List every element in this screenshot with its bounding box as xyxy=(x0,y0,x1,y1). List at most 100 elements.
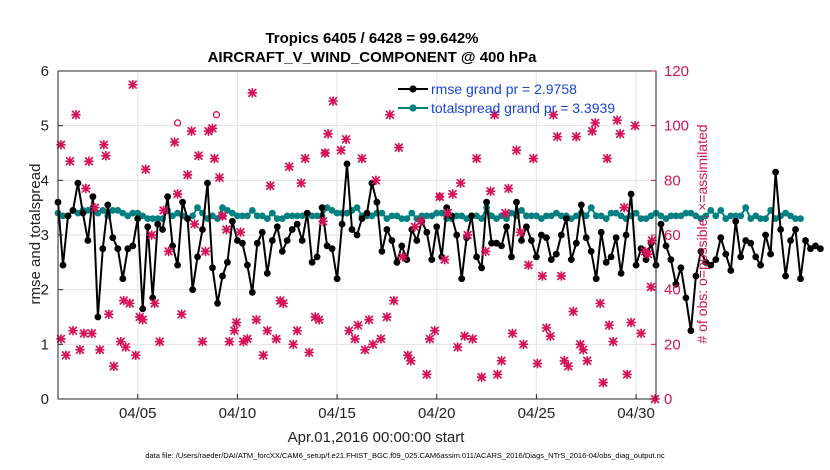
rmse-point xyxy=(134,215,142,223)
totalspread-point xyxy=(712,212,720,220)
obs-assimilated-marker xyxy=(615,129,625,139)
obs-assimilated-marker xyxy=(207,123,218,134)
obs-assimilated-marker xyxy=(500,208,511,218)
rmse-point xyxy=(194,253,201,261)
obs-assimilated-marker xyxy=(284,161,295,172)
obs-assimilated-marker xyxy=(622,369,632,380)
x-tick-label: 04/10 xyxy=(219,405,257,422)
totalspread-point xyxy=(597,212,605,220)
obs-assimilated-marker xyxy=(251,314,262,325)
rmse-point xyxy=(792,226,799,233)
obs-count-series xyxy=(56,79,660,404)
obs-assimilated-marker xyxy=(643,249,653,259)
rmse-point xyxy=(767,250,774,258)
totalspread-point xyxy=(333,209,341,217)
totalspread-point xyxy=(797,215,804,223)
obs-assimilated-marker xyxy=(56,334,66,344)
totalspread-point xyxy=(463,215,470,223)
totalspread-point xyxy=(298,212,306,220)
totalspread-point xyxy=(129,209,137,217)
totalspread-point xyxy=(607,209,615,217)
rmse-point xyxy=(413,237,421,244)
rmse-point xyxy=(84,237,92,244)
totalspread-point xyxy=(592,212,600,220)
totalspread-point xyxy=(114,207,122,214)
rmse-point xyxy=(617,269,625,277)
obs-assimilated-marker xyxy=(429,325,440,336)
rmse-point xyxy=(89,193,97,201)
x-axis-label: Apr.01,2016 00:00:00 start xyxy=(288,429,466,446)
obs-assimilated-marker xyxy=(172,189,183,199)
totalspread-point xyxy=(328,207,336,214)
obs-assimilated-marker xyxy=(528,153,539,164)
obs-assimilated-marker xyxy=(318,216,328,227)
rmse-point xyxy=(503,223,510,231)
rmse-point xyxy=(388,237,396,244)
rmse-point xyxy=(448,212,456,220)
obs-assimilated-marker xyxy=(288,339,299,350)
axis-ticks: 04/05 04/10 04/15 04/20 04/25 04/300123456020… xyxy=(41,63,689,422)
rmse-point xyxy=(757,261,764,269)
obs-assimilated-marker xyxy=(409,221,420,232)
rmse-point xyxy=(622,231,630,239)
obs-assimilated-marker xyxy=(608,336,618,347)
rmse-point xyxy=(508,253,515,261)
rmse-point xyxy=(433,223,441,231)
obs-assimilated-marker xyxy=(56,139,66,150)
x-tick-label: 04/30 xyxy=(617,405,655,422)
obs-assimilated-marker xyxy=(189,219,200,229)
obs-assimilated-marker xyxy=(575,339,586,350)
legend-rmse-label: rmse grand pr = 2.9758 xyxy=(431,81,577,97)
rmse-point xyxy=(343,160,351,168)
obs-assimilated-marker xyxy=(459,331,470,341)
obs-assimilated-marker xyxy=(95,344,105,355)
rmse-point xyxy=(722,250,730,258)
obs-assimilated-marker xyxy=(75,344,85,355)
obs-assimilated-marker xyxy=(582,355,593,366)
totalspread-point xyxy=(403,215,411,223)
rmse-point xyxy=(293,220,301,228)
obs-assimilated-marker xyxy=(200,246,211,257)
obs-assimilated-marker xyxy=(169,137,180,147)
y-left-tick-label: 5 xyxy=(41,118,49,135)
rmse-point xyxy=(239,239,246,247)
obs-assimilated-marker xyxy=(258,350,269,361)
obs-assimilated-marker xyxy=(489,109,500,120)
obs-assimilated-marker xyxy=(353,320,363,331)
x-tick-label: 04/25 xyxy=(518,405,556,422)
obs-assimilated-marker xyxy=(545,331,556,341)
rmse-point xyxy=(79,209,87,217)
obs-assimilated-marker xyxy=(492,369,503,380)
rmse-point xyxy=(607,253,615,261)
rmse-point xyxy=(612,234,620,242)
rmse-point xyxy=(807,245,814,253)
rmse-point xyxy=(587,248,595,255)
rmse-point xyxy=(572,239,580,247)
rmse-point xyxy=(393,258,401,266)
rmse-point xyxy=(308,258,316,266)
rmse-point xyxy=(209,264,216,272)
totalspread-point xyxy=(667,212,675,220)
obs-assimilated-marker xyxy=(385,109,395,120)
rmse-point xyxy=(677,264,685,272)
rmse-point xyxy=(273,223,281,231)
totalspread-point xyxy=(353,204,361,212)
rmse-point xyxy=(483,198,490,206)
rmse-point xyxy=(473,253,480,261)
obs-assimilated-marker xyxy=(300,153,311,164)
totalspread-point xyxy=(189,212,197,220)
obs-assimilated-marker xyxy=(130,350,141,361)
obs-assimilated-marker xyxy=(247,88,258,98)
totalspread-point xyxy=(498,212,505,220)
obs-assimilated-marker xyxy=(442,208,453,218)
totalspread-point xyxy=(273,215,281,223)
obs-assimilated-marker xyxy=(630,120,640,131)
obs-assimilated-marker xyxy=(507,328,518,339)
totalspread-point xyxy=(258,212,266,220)
totalspread-point xyxy=(154,215,162,223)
rmse-point xyxy=(762,231,769,239)
rmse-point xyxy=(59,261,67,269)
obs-assimilated-marker xyxy=(371,175,381,186)
rmse-point xyxy=(513,198,520,206)
totalspread-point xyxy=(229,209,236,217)
